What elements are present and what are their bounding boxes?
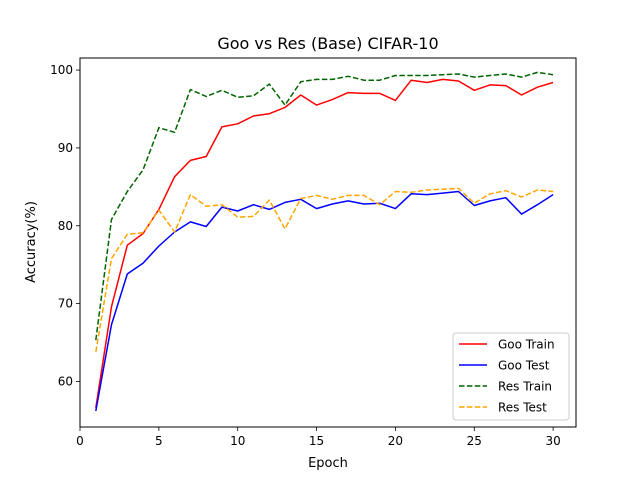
legend-box bbox=[452, 332, 570, 421]
legend-label: Res Train bbox=[498, 380, 552, 394]
y-tick-label: 80 bbox=[58, 219, 73, 233]
plot-lines bbox=[95, 71, 554, 412]
x-axis-label: Epoch bbox=[308, 456, 348, 471]
y-tick-label: 100 bbox=[50, 63, 73, 77]
x-axis-ticks: 0 5 10 15 20 25 30 bbox=[76, 427, 561, 448]
series-line-goo-train bbox=[95, 78, 554, 409]
x-tick-label: 30 bbox=[545, 434, 560, 448]
legend: Goo Train Goo Test Res Train Res Test bbox=[452, 332, 570, 421]
series-line-res-test bbox=[95, 187, 554, 353]
y-tick-label: 90 bbox=[58, 141, 73, 155]
legend-label: Goo Test bbox=[498, 359, 550, 373]
x-tick-label: 25 bbox=[467, 434, 482, 448]
x-tick-label: 15 bbox=[309, 434, 324, 448]
legend-label: Goo Train bbox=[498, 338, 555, 352]
x-tick-label: 0 bbox=[76, 434, 84, 448]
x-tick-label: 5 bbox=[155, 434, 163, 448]
chart-title: Goo vs Res (Base) CIFAR-10 bbox=[217, 34, 438, 53]
y-axis-label: Accuracy(%) bbox=[24, 201, 39, 283]
plot-area-frame bbox=[79, 57, 577, 428]
legend-label: Res Test bbox=[498, 401, 547, 415]
series-line-goo-test bbox=[95, 190, 554, 412]
series-line-res-train bbox=[95, 71, 554, 341]
y-tick-label: 60 bbox=[58, 374, 73, 388]
x-tick-label: 10 bbox=[230, 434, 245, 448]
y-axis-ticks: 60 70 80 90 100 bbox=[50, 63, 80, 388]
x-tick-label: 20 bbox=[388, 434, 403, 448]
y-tick-label: 70 bbox=[58, 297, 73, 311]
